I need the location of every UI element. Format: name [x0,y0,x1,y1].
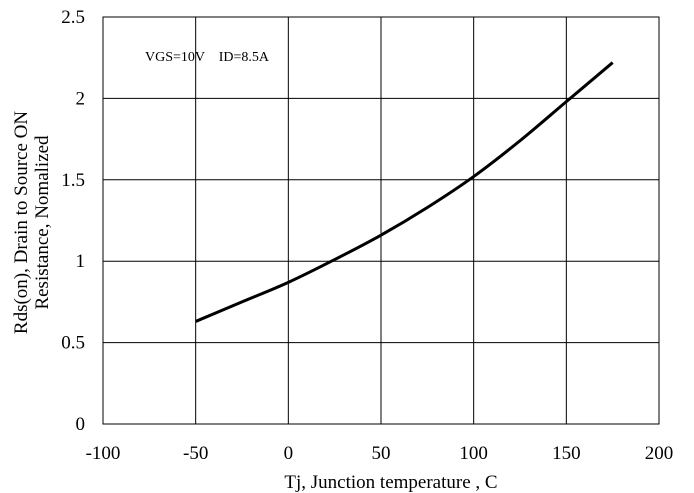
y-axis-label-line1: Rds(on), Drain to Source ON [11,111,32,334]
x-tick-label: -100 [86,443,121,464]
x-tick-label: -50 [183,443,208,464]
y-tick-label: 2 [76,88,86,109]
y-tick-label: 2.5 [61,7,85,28]
y-tick-label: 0 [76,414,86,435]
y-axis-label-line2: Resistance, Nomalized [32,135,53,310]
y-tick-label: 1 [76,251,86,272]
plot-frame [102,16,660,425]
x-tick-labels: -100 -50 0 50 100 150 200 [86,443,674,464]
x-tick-label: 150 [552,443,581,464]
x-tick-label: 200 [645,443,674,464]
x-tick-label: 100 [459,443,488,464]
y-tick-labels: 0 0.5 1 1.5 2 2.5 [61,7,85,435]
series-layer [195,61,614,323]
x-tick-label: 50 [372,443,391,464]
y-tick-label: 0.5 [61,333,85,354]
series-line [195,61,614,323]
x-axis-label: Tj, Junction temperature , C [284,472,497,493]
y-tick-label: 1.5 [61,170,85,191]
grid [102,16,660,425]
x-tick-label: 0 [284,443,294,464]
test-conditions-annotation: VGS=10V ID=8.5A [145,50,270,65]
